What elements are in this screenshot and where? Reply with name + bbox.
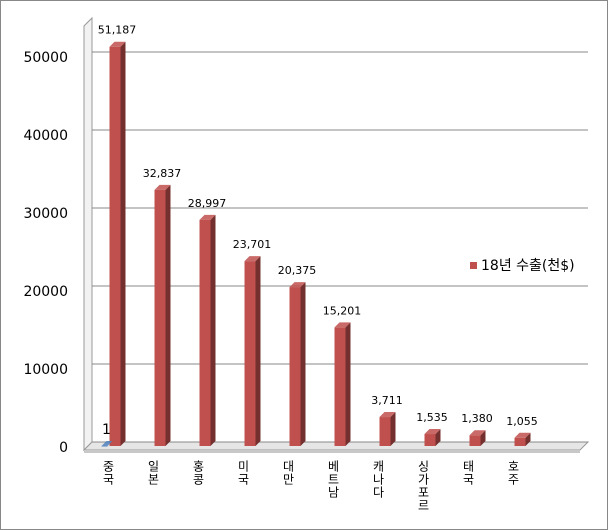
side-wall [83, 16, 93, 452]
legend-label: 18년 수출(천$) [481, 258, 575, 274]
legend-swatch [470, 262, 477, 269]
bar-side [165, 184, 171, 446]
x-tick-label: 태국 [461, 460, 475, 486]
bar-side [435, 429, 441, 446]
x-tick-label: 싱가포르 [416, 460, 430, 512]
bar-side [210, 214, 216, 446]
value-label: 32,837 [143, 167, 182, 180]
bar-side [480, 430, 486, 446]
x-tick-label: 대만 [281, 460, 295, 486]
bar-top [514, 432, 531, 438]
bar-top [101, 440, 113, 446]
bar-side [525, 432, 531, 446]
y-tick-label: 40000 [23, 128, 68, 144]
bar-top [469, 430, 486, 436]
bar [154, 189, 166, 446]
bar-top [334, 322, 351, 328]
bar-side [255, 256, 261, 446]
x-tick-label: 중국 [101, 460, 115, 486]
bar [469, 435, 481, 446]
y-tick-label: 30000 [23, 206, 68, 222]
bar-top [154, 184, 171, 190]
bar [244, 261, 256, 446]
value-label: 1,535 [416, 411, 448, 424]
y-tick-label: 0 [59, 440, 68, 456]
x-tick-label: 미국 [236, 460, 250, 486]
x-tick-label: 캐나다 [371, 460, 385, 499]
floor-edge [84, 450, 580, 453]
bar-side [300, 282, 306, 446]
value-label: 15,201 [323, 304, 362, 317]
y-tick-label: 50000 [23, 50, 68, 66]
bar [109, 46, 121, 447]
bar [334, 327, 346, 446]
bar-top [244, 256, 261, 262]
bar-side [345, 322, 351, 446]
y-tick-label: 20000 [23, 284, 68, 300]
bar [424, 434, 436, 446]
x-tick-label: 홍콩 [191, 460, 205, 486]
bar-side [390, 412, 396, 446]
value-label: 20,375 [278, 264, 317, 277]
bar-top [199, 214, 216, 220]
x-tick-label: 호주 [506, 460, 520, 486]
bar-top [379, 412, 396, 418]
bar [379, 417, 391, 446]
x-tick-label: 일본 [146, 460, 160, 486]
bar-top [424, 429, 441, 435]
value-label: 1,380 [461, 412, 493, 425]
value-label: 28,997 [188, 197, 227, 210]
bar [199, 219, 211, 446]
value-label: 51,187 [98, 24, 137, 37]
bar-top [289, 282, 306, 288]
value-label: 3,711 [371, 394, 403, 407]
x-tick-label: 베트남 [326, 460, 340, 499]
bar [514, 437, 526, 446]
bar-side [120, 41, 126, 447]
value-label: 1 [102, 422, 111, 438]
bar [101, 445, 108, 447]
bar-top [109, 41, 126, 47]
bar-side [107, 440, 113, 446]
bar [289, 287, 301, 446]
value-label: 23,701 [233, 238, 272, 251]
value-label: 1,055 [506, 415, 538, 428]
y-tick-label: 10000 [23, 362, 68, 378]
